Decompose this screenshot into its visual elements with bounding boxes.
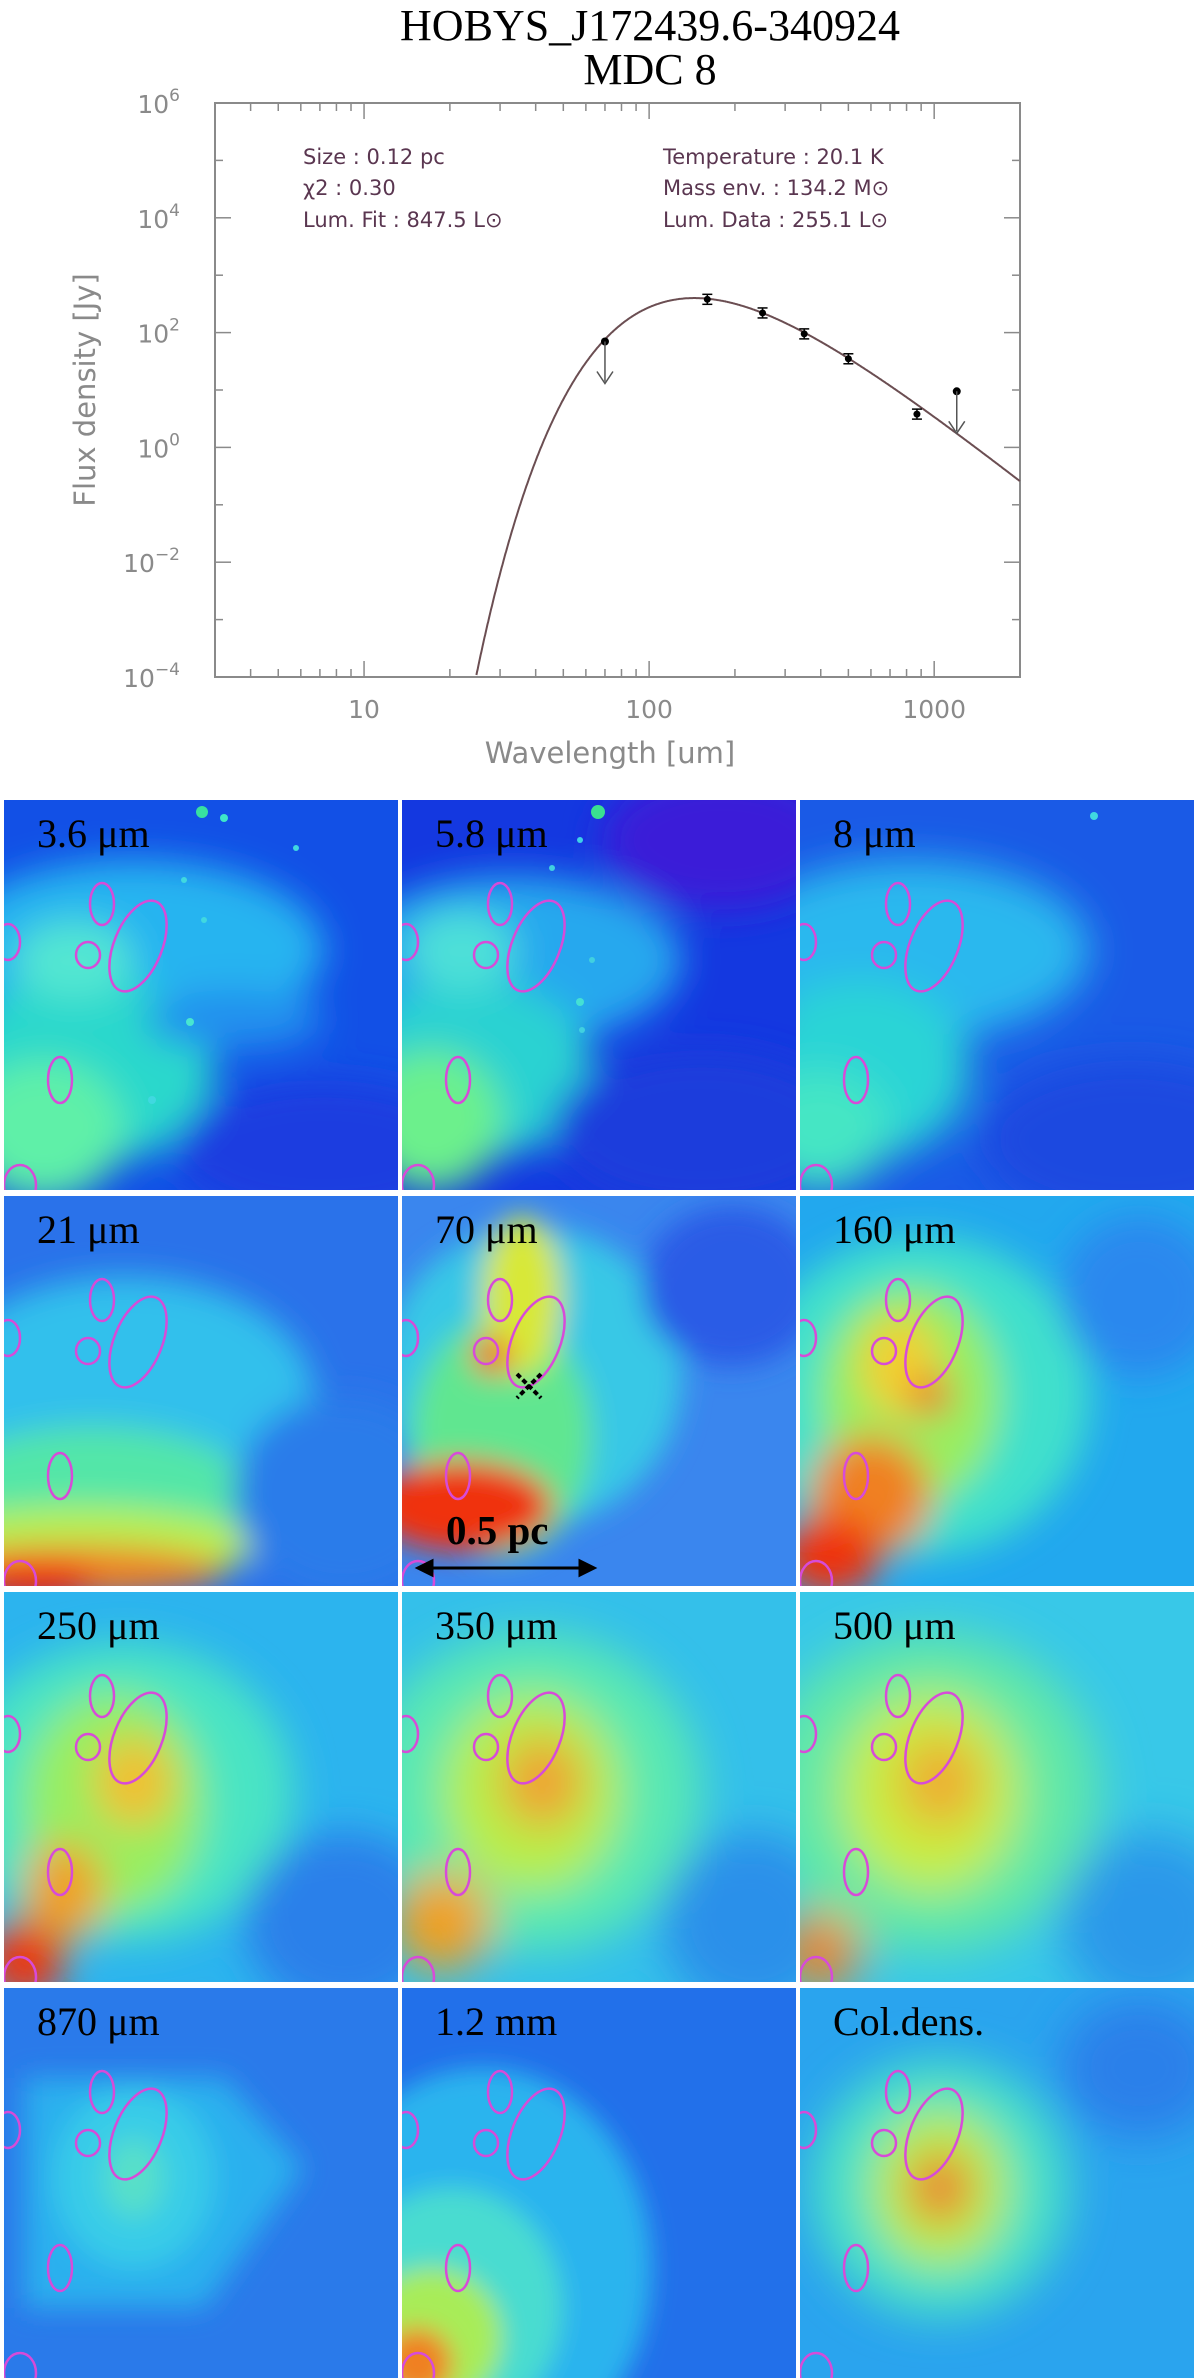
panel-label: Col.dens.	[833, 1999, 985, 2044]
panel-8um-map	[800, 800, 1194, 1190]
scale-bar-label: 0.5 pc	[446, 1507, 549, 1553]
panel-8um: 8 μm	[800, 800, 1194, 1190]
panel-col-dens-map	[800, 1988, 1194, 2378]
panel-350um-map	[402, 1592, 796, 1982]
panel-label: 350 μm	[435, 1603, 558, 1648]
x-tick-label: 10	[348, 695, 380, 724]
panel-label: 250 μm	[37, 1603, 160, 1648]
fit-annotations: Size : 0.12 pc χ2 : 0.30 Lum. Fit : 847.…	[303, 145, 889, 232]
scale-bar	[414, 1558, 598, 1578]
y-axis-label: Flux density [Jy]	[68, 273, 102, 506]
panel-70um: 70 μm 0.5 pc	[402, 1196, 796, 1586]
panel-160um-map	[800, 1196, 1194, 1586]
y-tick-label: 10−2	[123, 545, 180, 578]
panel-870um: 870 μm	[4, 1988, 398, 2378]
panel-1-2mm-map	[402, 1988, 796, 2378]
x-tick-label: 1000	[902, 695, 966, 724]
axis-tick-labels: 10 100 1000 10−4 10−2 100 102 104 106	[123, 86, 966, 724]
annotation-lum-data: Lum. Data : 255.1 L⊙	[663, 208, 888, 232]
panel-label: 8 μm	[833, 811, 916, 856]
panel-870um-map	[4, 1988, 398, 2378]
panel-3-6um-map	[4, 800, 398, 1190]
data-point	[759, 309, 767, 317]
upper-limit-arrowhead	[596, 371, 614, 385]
panel-70um-map	[402, 1196, 796, 1586]
chart-subtitle: MDC 8	[583, 45, 716, 94]
axis-ticks	[214, 102, 1021, 678]
panel-350um: 350 μm	[402, 1592, 796, 1982]
data-point	[844, 355, 852, 363]
panel-1-2mm: 1.2 mm	[402, 1988, 796, 2378]
panel-5-8um: 5.8 μm	[402, 800, 796, 1190]
annotation-chi2: χ2 : 0.30	[303, 176, 396, 200]
panel-21um: 21 μm	[4, 1196, 398, 1586]
panel-label: 3.6 μm	[37, 811, 150, 856]
data-point	[800, 330, 808, 338]
y-tick-label: 10−4	[123, 660, 180, 693]
y-tick-label: 106	[137, 86, 180, 119]
data-point	[913, 410, 921, 418]
image-panel-grid: 3.6 μm	[0, 800, 1200, 2378]
annotation-mass-env: Mass env. : 134.2 M⊙	[663, 176, 889, 200]
x-axis-label: Wavelength [um]	[485, 736, 736, 770]
chart-title: HOBYS_J172439.6-340924	[400, 1, 900, 50]
panel-160um: 160 μm	[800, 1196, 1194, 1586]
data-points	[596, 293, 966, 435]
panel-5-8um-map	[402, 800, 796, 1190]
panel-col-dens: Col.dens.	[800, 1988, 1194, 2378]
panel-21um-map	[4, 1196, 398, 1586]
annotation-size: Size : 0.12 pc	[303, 145, 445, 169]
panel-250um: 250 μm	[4, 1592, 398, 1982]
panel-500um: 500 μm	[800, 1592, 1194, 1982]
y-tick-label: 104	[137, 201, 180, 234]
panel-500um-map	[800, 1592, 1194, 1982]
panel-250um-map	[4, 1592, 398, 1982]
model-fit-curve	[475, 297, 1021, 676]
y-tick-label: 100	[137, 430, 180, 463]
annotation-temperature: Temperature : 20.1 K	[662, 145, 885, 169]
panel-label: 1.2 mm	[435, 1999, 558, 2044]
x-tick-label: 100	[625, 695, 673, 724]
sed-chart: HOBYS_J172439.6-340924 MDC 8 10 100 100010…	[68, 1, 1021, 770]
panel-3-6um: 3.6 μm	[4, 800, 398, 1190]
panel-label: 70 μm	[435, 1207, 538, 1252]
y-tick-label: 102	[137, 316, 180, 349]
data-point	[703, 295, 711, 303]
panel-label: 5.8 μm	[435, 811, 548, 856]
panel-label: 21 μm	[37, 1207, 140, 1252]
panel-label: 160 μm	[833, 1207, 956, 1252]
upper-limit-arrowhead	[948, 420, 966, 435]
peak-cross-marker	[515, 1372, 543, 1400]
panel-label: 500 μm	[833, 1603, 956, 1648]
panel-label: 870 μm	[37, 1999, 160, 2044]
annotation-lum-fit: Lum. Fit : 847.5 L⊙	[303, 208, 503, 232]
